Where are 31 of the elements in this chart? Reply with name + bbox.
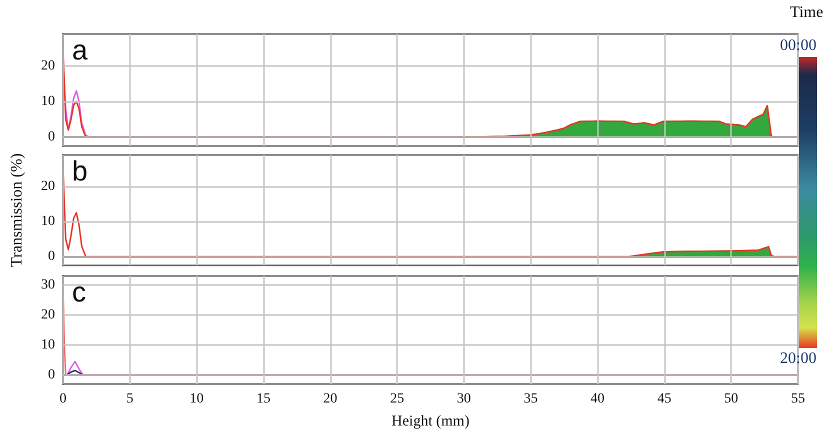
line-series	[66, 360, 84, 376]
x-tick-label: 40	[590, 392, 605, 406]
x-tick-label: 55	[791, 392, 805, 406]
annotation: b	[72, 156, 88, 186]
x-tick-label: 35	[524, 392, 538, 406]
x-tick-label: 30	[456, 392, 471, 406]
annotation: 20:00	[780, 350, 816, 368]
y-tick-label: 20	[41, 179, 55, 194]
x-tick-label: 0	[60, 392, 66, 406]
y-tick-label: 0	[48, 130, 55, 145]
annotation: a	[72, 34, 88, 66]
y-tick-label: 30	[41, 278, 55, 292]
y-tick-label: 10	[41, 338, 55, 352]
y-tick-label: 20	[41, 308, 55, 322]
x-tick-label: 45	[657, 392, 672, 406]
x-tick-label: 5	[126, 392, 134, 406]
annotation: c	[72, 276, 86, 308]
y-tick-label: 0	[48, 368, 55, 382]
y-axis-title: Transmission (%)	[8, 153, 26, 267]
x-tick-label: 15	[256, 392, 270, 406]
x-tick-label: 10	[190, 392, 204, 406]
annotation: 00:00	[780, 37, 816, 55]
x-tick-label: 25	[390, 392, 404, 406]
y-tick-label: 10	[41, 214, 55, 230]
x-tick-label: 20	[323, 392, 338, 406]
y-tick-label: 20	[41, 58, 55, 74]
color-bar-title: Time	[790, 4, 824, 22]
x-axis-title: Height (mm)	[392, 414, 470, 430]
y-tick-label: 0	[48, 249, 55, 264]
x-tick-label: 50	[724, 392, 738, 406]
y-tick-label: 10	[41, 94, 55, 110]
